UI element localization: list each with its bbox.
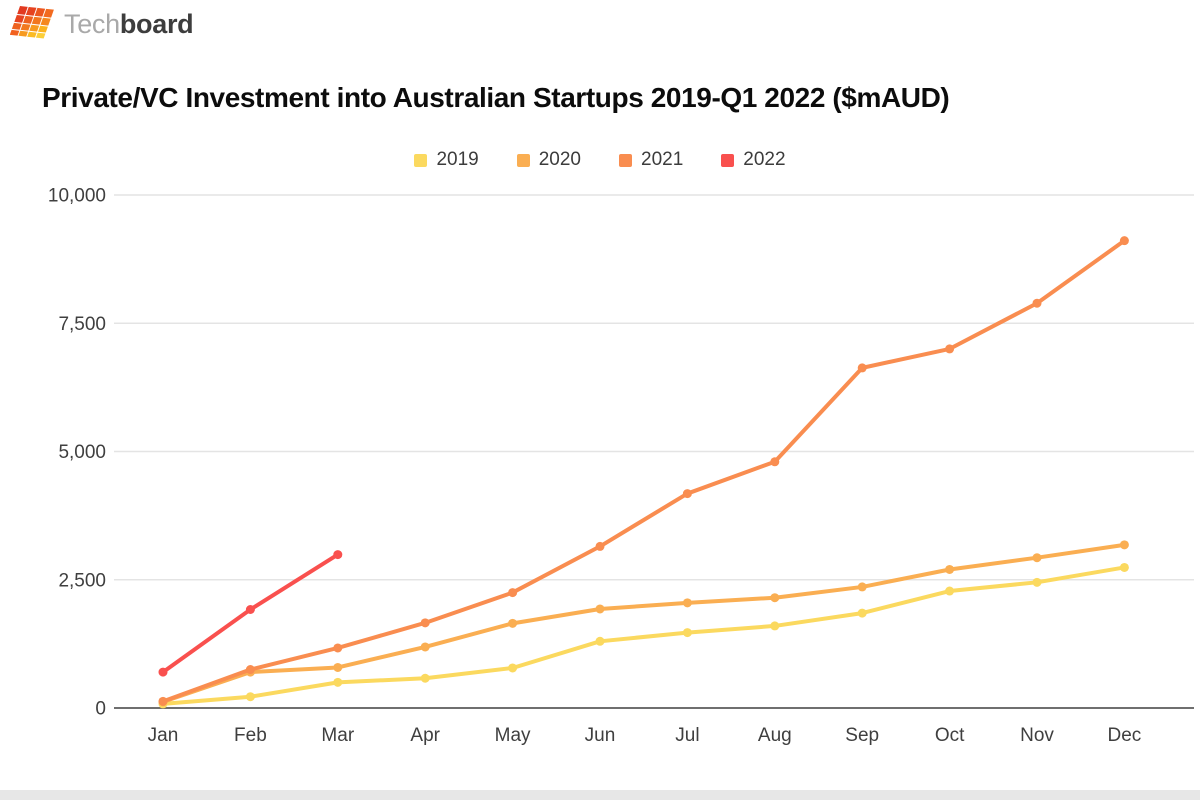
logo-tile: [38, 25, 48, 33]
data-point-2019-Nov[interactable]: [1032, 577, 1042, 587]
logo-tile: [31, 16, 43, 25]
legend-label: 2019: [436, 149, 479, 170]
logo-tile: [14, 14, 25, 23]
legend-swatch-2019: [414, 153, 428, 167]
data-point-2021-Dec[interactable]: [1119, 236, 1129, 246]
data-point-2021-Apr[interactable]: [420, 618, 430, 628]
data-point-2021-Aug[interactable]: [770, 457, 780, 467]
x-axis-tick-label: Dec: [1108, 725, 1142, 746]
x-axis-tick-label: Jan: [148, 725, 179, 746]
legend-label: 2021: [641, 149, 684, 170]
data-point-2021-May[interactable]: [508, 588, 518, 598]
legend-swatch-2022: [721, 153, 735, 167]
techboard-logo[interactable]: Techboard: [10, 5, 194, 43]
legend-swatch-2020: [516, 153, 530, 167]
data-point-2021-Mar[interactable]: [333, 643, 343, 653]
logo-tile: [17, 6, 28, 15]
legend-item-2021[interactable]: 2021: [619, 149, 683, 171]
y-axis-tick-label: 7,500: [58, 314, 106, 335]
data-point-2019-Feb[interactable]: [245, 692, 255, 702]
data-point-2019-Dec[interactable]: [1119, 562, 1129, 572]
data-point-2021-Feb[interactable]: [245, 665, 255, 675]
x-axis-tick-label: May: [495, 725, 531, 746]
x-axis-tick-label: Apr: [410, 725, 440, 746]
techboard-logo-icon: [10, 6, 54, 39]
data-point-2019-Jun[interactable]: [595, 636, 605, 646]
data-point-2020-Mar[interactable]: [333, 662, 343, 672]
logo-text-bold: board: [119, 8, 194, 39]
data-point-2020-Aug[interactable]: [770, 593, 780, 603]
logo-tile: [29, 24, 40, 32]
legend-swatch-2021: [619, 153, 632, 167]
data-point-2022-Mar[interactable]: [333, 550, 343, 560]
logo-tile: [40, 17, 51, 26]
x-axis-tick-label: Jun: [585, 725, 616, 746]
data-point-2021-Nov[interactable]: [1032, 298, 1042, 308]
y-axis-tick-label: 5,000: [58, 442, 106, 463]
data-point-2020-Jul[interactable]: [682, 598, 692, 608]
data-point-2021-Jun[interactable]: [595, 541, 605, 551]
data-point-2021-Oct[interactable]: [945, 344, 955, 354]
x-axis-tick-label: Jul: [675, 725, 699, 746]
series-line-2020: [161, 542, 1127, 704]
data-point-2019-May[interactable]: [508, 663, 518, 673]
data-point-2019-Aug[interactable]: [770, 621, 780, 631]
y-axis-tick-label: 0: [95, 699, 106, 720]
x-axis-tick-label: Feb: [234, 725, 267, 746]
chart-title: Private/VC Investment into Australian St…: [42, 82, 950, 113]
logo-tile: [27, 31, 37, 38]
chart-area: 0 2,500 5,000 7,500 10,000 Jan Feb Mar Apr May Jun…: [0, 185, 1200, 765]
logo-tile: [20, 23, 31, 31]
data-point-2020-Nov[interactable]: [1032, 553, 1042, 563]
data-point-2020-Jun[interactable]: [595, 604, 605, 614]
data-point-2019-Mar[interactable]: [333, 677, 343, 687]
data-point-2022-Feb[interactable]: [245, 605, 255, 615]
legend-label: 2022: [743, 149, 786, 170]
x-axis-tick-label: Mar: [321, 725, 354, 746]
data-point-2020-Apr[interactable]: [420, 642, 430, 652]
data-point-2022-Jan[interactable]: [158, 667, 168, 677]
data-point-2020-Dec[interactable]: [1119, 540, 1129, 550]
footer-strip: [0, 790, 1200, 800]
legend-item-2019[interactable]: 2019: [414, 149, 479, 171]
logo-tile: [35, 32, 46, 39]
y-axis-tick-label: 2,500: [58, 570, 106, 591]
x-axis-tick-label: Oct: [935, 725, 965, 746]
legend-label: 2020: [538, 149, 581, 170]
x-axis-tick-label: Sep: [845, 725, 879, 746]
data-point-2021-Jan[interactable]: [158, 696, 168, 706]
data-point-2019-Apr[interactable]: [420, 673, 430, 683]
data-point-2019-Oct[interactable]: [945, 586, 955, 596]
chart-legend: 2019 2020 2021 2022: [0, 149, 1200, 171]
logo-tile: [23, 15, 34, 24]
series-line-2019: [161, 565, 1127, 706]
logo-tile: [10, 29, 20, 36]
techboard-logo-text: Techboard: [64, 8, 194, 40]
data-point-2019-Sep[interactable]: [857, 608, 867, 618]
logo-tile: [18, 30, 29, 37]
data-point-2021-Sep[interactable]: [857, 363, 867, 373]
data-point-2020-May[interactable]: [508, 618, 518, 628]
legend-item-2022[interactable]: 2022: [721, 149, 786, 171]
logo-tile: [34, 7, 46, 17]
logo-tile: [25, 6, 37, 16]
logo-tile: [43, 8, 54, 18]
data-point-2021-Jul[interactable]: [682, 489, 692, 499]
logo-text-light: Tech: [64, 8, 120, 39]
x-axis-tick-label: Aug: [758, 725, 792, 746]
data-point-2019-Jul[interactable]: [682, 628, 692, 638]
legend-item-2020[interactable]: 2020: [516, 149, 581, 171]
data-point-2020-Oct[interactable]: [945, 564, 955, 574]
y-axis-tick-label: 10,000: [48, 186, 106, 207]
data-point-2020-Sep[interactable]: [857, 582, 867, 592]
investment-line-chart: 0 2,500 5,000 7,500 10,000 Jan Feb Mar Apr May Jun…: [48, 186, 1194, 746]
series-line-2021: [161, 238, 1127, 704]
logo-tile: [11, 22, 22, 30]
x-axis-tick-label: Nov: [1020, 725, 1054, 746]
